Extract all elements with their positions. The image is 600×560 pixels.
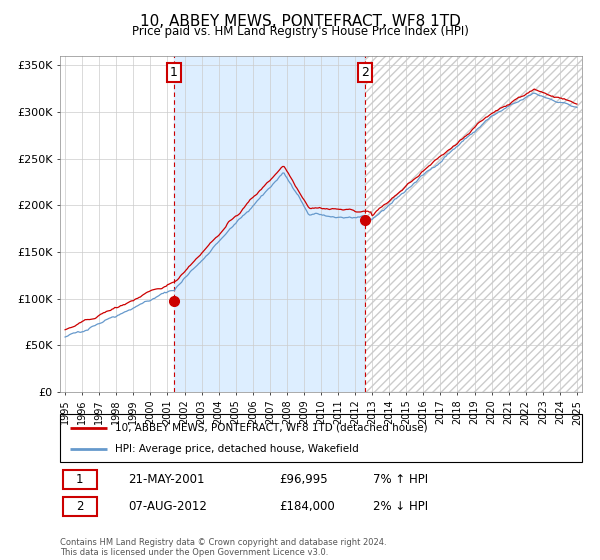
Bar (365, 56, 594, 392)
Bar (174, 56, 365, 392)
Text: 1: 1 (76, 473, 83, 486)
Text: 21-MAY-2001: 21-MAY-2001 (128, 473, 205, 486)
Text: 2: 2 (76, 500, 83, 513)
Text: 2: 2 (361, 66, 369, 79)
Text: Contains HM Land Registry data © Crown copyright and database right 2024.
This d: Contains HM Land Registry data © Crown c… (60, 538, 386, 557)
Text: 2% ↓ HPI: 2% ↓ HPI (373, 500, 428, 513)
Text: £96,995: £96,995 (279, 473, 328, 486)
Text: 10, ABBEY MEWS, PONTEFRACT, WF8 1TD (detached house): 10, ABBEY MEWS, PONTEFRACT, WF8 1TD (det… (115, 423, 427, 433)
Text: £184,000: £184,000 (279, 500, 335, 513)
Text: HPI: Average price, detached house, Wakefield: HPI: Average price, detached house, Wake… (115, 444, 359, 454)
Text: 7% ↑ HPI: 7% ↑ HPI (373, 473, 428, 486)
Text: 07-AUG-2012: 07-AUG-2012 (128, 500, 207, 513)
Text: Price paid vs. HM Land Registry's House Price Index (HPI): Price paid vs. HM Land Registry's House … (131, 25, 469, 38)
Text: 10, ABBEY MEWS, PONTEFRACT, WF8 1TD: 10, ABBEY MEWS, PONTEFRACT, WF8 1TD (140, 14, 460, 29)
Text: 1: 1 (170, 66, 178, 79)
